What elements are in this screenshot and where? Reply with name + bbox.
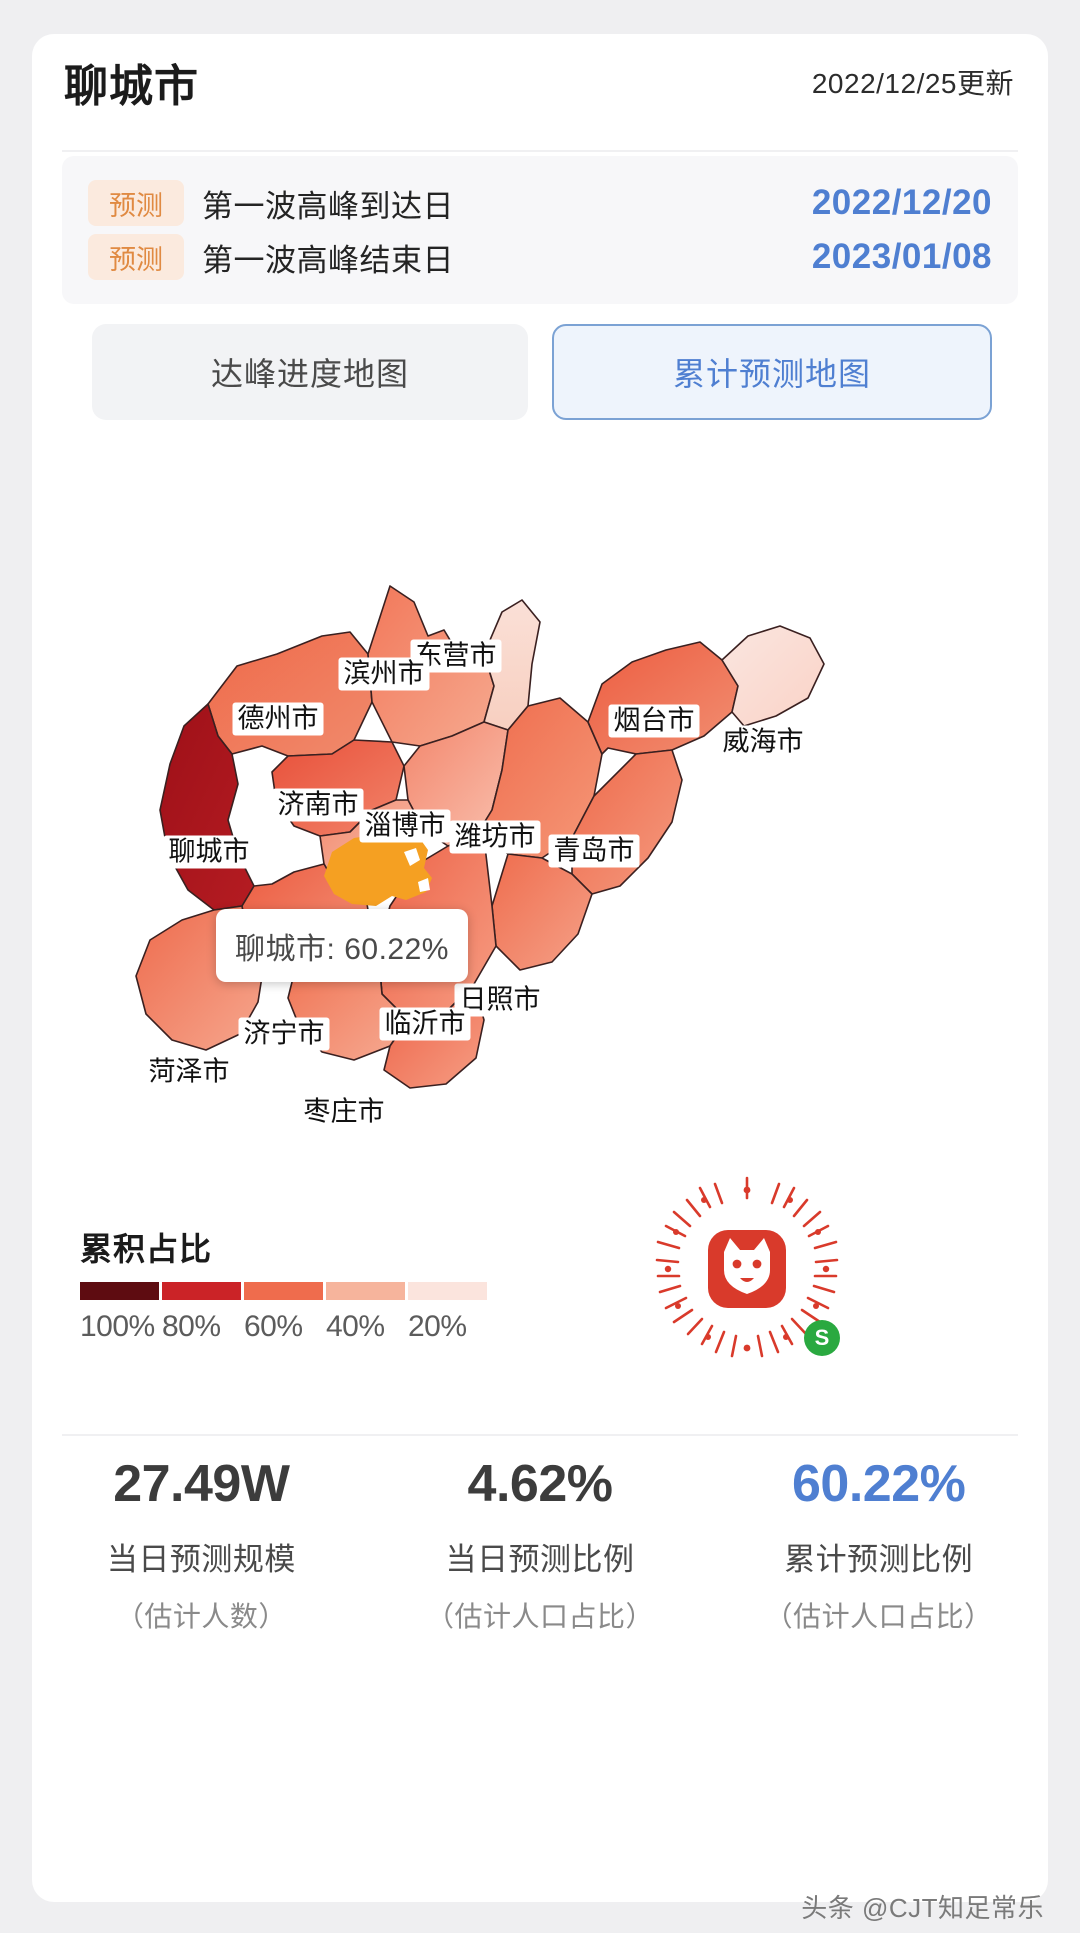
stats-row: 27.49W 当日预测规模 （估计人数） 4.62% 当日预测比例 （估计人口占… — [32, 1454, 1048, 1674]
stat-value: 4.62% — [467, 1455, 613, 1513]
qr-code[interactable]: S — [652, 1174, 842, 1364]
city-label[interactable]: 青岛市 — [548, 834, 640, 868]
prediction-tag: 预测 — [88, 180, 184, 226]
prediction-value: 2022/12/20 — [811, 183, 992, 222]
update-date: 2022/12/25更新 — [811, 68, 1014, 99]
city-label[interactable]: 东营市 — [410, 639, 502, 673]
city-label[interactable]: 潍坊市 — [449, 820, 541, 854]
header: 聊城市 2022/12/25更新 — [32, 34, 1048, 130]
legend-tick: 100% — [80, 1310, 155, 1343]
stat-label: 当日预测规模 — [106, 1542, 296, 1577]
stats-divider — [62, 1434, 1018, 1436]
stat-sublabel: （估计人数） — [115, 1601, 287, 1632]
legend-tick-labels: 100% 80% 60% 40% 20% — [80, 1310, 500, 1344]
city-label[interactable]: 德州市 — [232, 702, 324, 736]
legend-tick: 20% — [408, 1310, 467, 1343]
city-label[interactable]: 济南市 — [272, 788, 364, 822]
stat-daily-forecast-scale: 27.49W 当日预测规模 （估计人数） — [32, 1454, 371, 1674]
legend-swatch — [244, 1282, 323, 1300]
map-highlight-region — [324, 834, 432, 906]
stat-daily-forecast-ratio: 4.62% 当日预测比例 （估计人口占比） — [371, 1454, 710, 1674]
map-tooltip: 聊城市: 60.22% — [216, 909, 468, 982]
tab-cumulative-forecast-map[interactable]: 累计预测地图 — [552, 324, 992, 420]
legend: 累积占比 100% 80% 60% 40% 20% — [80, 1224, 500, 1344]
qr-code-graphic — [655, 1176, 839, 1358]
city-label[interactable]: 菏泽市 — [143, 1055, 235, 1089]
city-label[interactable]: 威海市 — [717, 725, 809, 759]
shandong-choropleth-map[interactable]: 东营市 滨州市 德州市 烟台市 威海市 济南市 淄博市 潍坊市 青岛市 聊城市 日照市 临沂市 济宁市菏… — [32, 454, 1048, 1214]
content-card: 聊城市 2022/12/25更新 预测 第一波高峰到达日 2022/12/20 … — [32, 34, 1048, 1902]
legend-swatch — [80, 1282, 159, 1300]
header-divider — [62, 150, 1018, 152]
legend-swatch — [162, 1282, 241, 1300]
city-label[interactable]: 聊城市 — [163, 835, 255, 869]
prediction-row-peak-end: 预测 第一波高峰结束日 2023/01/08 — [88, 230, 992, 284]
tab-peak-progress-map[interactable]: 达峰进度地图 — [92, 324, 528, 420]
watermark: 头条 @CJT知足常乐 — [801, 1893, 1044, 1923]
stat-label: 累计预测比例 — [784, 1542, 974, 1577]
legend-tick: 40% — [326, 1310, 385, 1343]
prediction-label: 第一波高峰到达日 — [202, 188, 454, 224]
stat-cumulative-forecast-ratio: 60.22% 累计预测比例 （估计人口占比） — [709, 1454, 1048, 1674]
stat-sublabel: （估计人口占比） — [426, 1601, 655, 1632]
wechat-miniprogram-badge: S — [804, 1320, 840, 1356]
prediction-value: 2023/01/08 — [811, 237, 992, 276]
prediction-panel: 预测 第一波高峰到达日 2022/12/20 预测 第一波高峰结束日 2023/… — [62, 156, 1018, 304]
legend-title: 累积占比 — [80, 1231, 213, 1267]
stat-label: 当日预测比例 — [445, 1542, 635, 1577]
legend-tick: 80% — [162, 1310, 221, 1343]
stat-value: 60.22% — [791, 1455, 966, 1513]
city-label[interactable]: 淄博市 — [359, 809, 451, 843]
page-title: 聊城市 — [64, 62, 199, 111]
legend-color-scale — [80, 1282, 500, 1300]
legend-swatch — [408, 1282, 487, 1300]
legend-swatch — [326, 1282, 405, 1300]
city-label[interactable]: 滨州市 — [338, 657, 430, 691]
prediction-tag: 预测 — [88, 234, 184, 280]
map-mode-tabs: 达峰进度地图 累计预测地图 — [92, 324, 992, 420]
city-label[interactable]: 烟台市 — [608, 704, 700, 738]
city-label[interactable]: 枣庄市 — [298, 1095, 390, 1129]
city-label[interactable]: 临沂市 — [379, 1007, 471, 1041]
stat-value: 27.49W — [113, 1455, 290, 1513]
prediction-row-peak-start: 预测 第一波高峰到达日 2022/12/20 — [88, 176, 992, 230]
legend-tick: 60% — [244, 1310, 303, 1343]
prediction-label: 第一波高峰结束日 — [202, 242, 454, 278]
stat-sublabel: （估计人口占比） — [764, 1601, 993, 1632]
city-label[interactable]: 济宁市 — [238, 1017, 330, 1051]
